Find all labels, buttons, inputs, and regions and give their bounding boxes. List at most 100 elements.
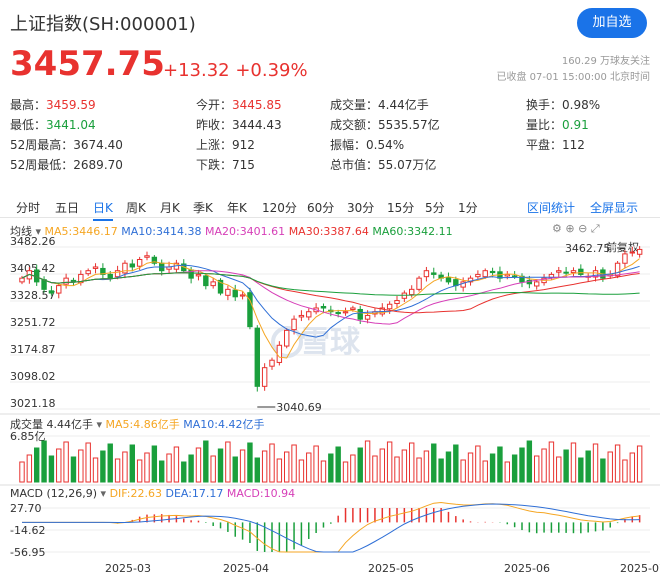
volume-bar xyxy=(122,451,128,483)
tab-10[interactable]: 15分 xyxy=(387,201,415,215)
zoom-out-icon[interactable]: ⊖ xyxy=(578,222,588,235)
volume-bar xyxy=(386,441,393,483)
ma5-value: MA5:3446.17 xyxy=(44,225,118,238)
volume-bar xyxy=(563,449,569,483)
candle-body xyxy=(570,270,577,274)
candle-body xyxy=(269,359,275,367)
volume-bar xyxy=(614,444,621,483)
volume-bar xyxy=(423,450,430,483)
tab-9[interactable]: 30分 xyxy=(347,201,375,215)
volume-bar xyxy=(276,458,283,483)
price-tick-label: 3098.02 xyxy=(10,370,56,383)
candle-body xyxy=(107,273,113,279)
price-tick-label: 3328.57 xyxy=(10,289,56,302)
stat-value: 112 xyxy=(562,138,585,152)
settings-icon[interactable]: ⚙ xyxy=(552,222,562,235)
period-tabs: 分时 五日 日K 周K 月K 季K 年K 120分 60分 30分 15分 5分 1分 区间统计 全屏显示 xyxy=(0,196,660,221)
candle-body xyxy=(261,367,268,387)
tab-7[interactable]: 120分 xyxy=(262,201,297,215)
tab-4[interactable]: 月K xyxy=(160,201,180,215)
candle-body xyxy=(556,270,562,273)
ma-toggle-icon[interactable]: ▾ xyxy=(35,225,45,238)
candle-body xyxy=(19,277,25,283)
stats-row: 最高：3459.59 今开：3445.85 成交量：4.44亿手 换手：0.98% xyxy=(10,96,650,116)
candle-body xyxy=(350,307,356,310)
ma60-line xyxy=(21,272,640,296)
volume-bar xyxy=(298,459,305,483)
stat-item: 成交量：4.44亿手 xyxy=(330,96,429,113)
candle-body xyxy=(247,292,253,328)
interval-stats-link[interactable]: 区间统计 xyxy=(527,201,576,215)
volume-bar xyxy=(159,460,165,483)
volume-bar xyxy=(556,456,562,483)
macd-toggle-icon[interactable]: ▾ xyxy=(100,487,110,500)
tab-2[interactable]: 日K xyxy=(93,199,113,221)
candle-body xyxy=(592,270,599,278)
volume-bar xyxy=(534,455,540,483)
tab-11[interactable]: 5分 xyxy=(425,201,445,215)
candle-body xyxy=(335,311,341,315)
stat-label: 52周最高： xyxy=(10,138,74,152)
volume-bar xyxy=(548,441,555,483)
stat-value: 0.54% xyxy=(366,138,405,152)
stat-value: 4.44亿手 xyxy=(378,98,429,112)
volume-bar xyxy=(489,453,496,483)
volume-bar xyxy=(622,459,628,483)
candle-body xyxy=(232,289,238,298)
candle-body xyxy=(636,248,643,255)
stat-value: 3444.43 xyxy=(232,118,282,132)
volume-toggle-icon[interactable]: ▾ xyxy=(96,418,106,431)
tab-8[interactable]: 60分 xyxy=(307,201,335,215)
volume-bar xyxy=(78,449,84,483)
macd-value: MACD:10.94 xyxy=(226,487,296,500)
tab-5[interactable]: 季K xyxy=(193,201,213,215)
candle-body xyxy=(394,300,400,305)
volume-bar xyxy=(100,450,106,483)
tab-3[interactable]: 周K xyxy=(126,201,146,215)
fit-icon[interactable]: ⤢ xyxy=(590,222,600,235)
x-tick-label: 2025-04 xyxy=(223,562,269,575)
page-title: 上证指数(SH:000001) xyxy=(10,14,196,35)
volume-bar xyxy=(136,459,143,483)
add-watchlist-button[interactable]: 加自选 xyxy=(577,8,647,38)
tab-6[interactable]: 年K xyxy=(227,201,247,215)
volume-bar xyxy=(92,457,99,483)
volume-bar xyxy=(210,455,216,483)
ma60-value: MA60:3342.11 xyxy=(372,225,453,238)
candle-body xyxy=(41,279,47,290)
tab-1[interactable]: 五日 xyxy=(55,201,80,215)
tab-0[interactable]: 分时 xyxy=(16,201,41,215)
stat-label: 最低： xyxy=(10,118,47,132)
candle-body xyxy=(409,288,415,296)
candle-body xyxy=(482,270,488,278)
volume-bar xyxy=(261,450,268,483)
stat-label: 52周最低： xyxy=(10,158,74,172)
volume-bar xyxy=(578,457,584,483)
macd-legend: MACD (12,26,9) ▾ DIF:22.63 DEA:17.17 MAC… xyxy=(10,487,295,500)
volume-bar xyxy=(254,457,261,483)
zoom-in-icon[interactable]: ⊕ xyxy=(565,222,575,235)
volume-bar xyxy=(166,453,172,483)
candle-body xyxy=(114,270,121,278)
candle-body xyxy=(195,273,202,277)
stat-label: 振幅： xyxy=(330,138,367,152)
stat-item: 振幅：0.54% xyxy=(330,136,404,153)
stat-label: 量比： xyxy=(526,118,563,132)
volume-bar xyxy=(320,460,327,483)
candle-body xyxy=(100,267,106,275)
volume-bar xyxy=(357,447,363,483)
fullscreen-link[interactable]: 全屏显示 xyxy=(590,201,639,215)
volume-bar xyxy=(482,460,488,483)
volume-bar xyxy=(129,444,136,483)
candle-body xyxy=(203,275,209,287)
volume-bar xyxy=(70,456,77,483)
volume-bar xyxy=(592,443,599,483)
dif-line xyxy=(22,501,640,553)
volume-bar xyxy=(26,454,33,483)
stat-label: 成交额： xyxy=(330,118,379,132)
volume-bar xyxy=(416,457,422,483)
stat-value: 55.07万亿 xyxy=(378,158,437,172)
volume-bar xyxy=(225,441,231,483)
tab-12[interactable]: 1分 xyxy=(458,201,478,215)
